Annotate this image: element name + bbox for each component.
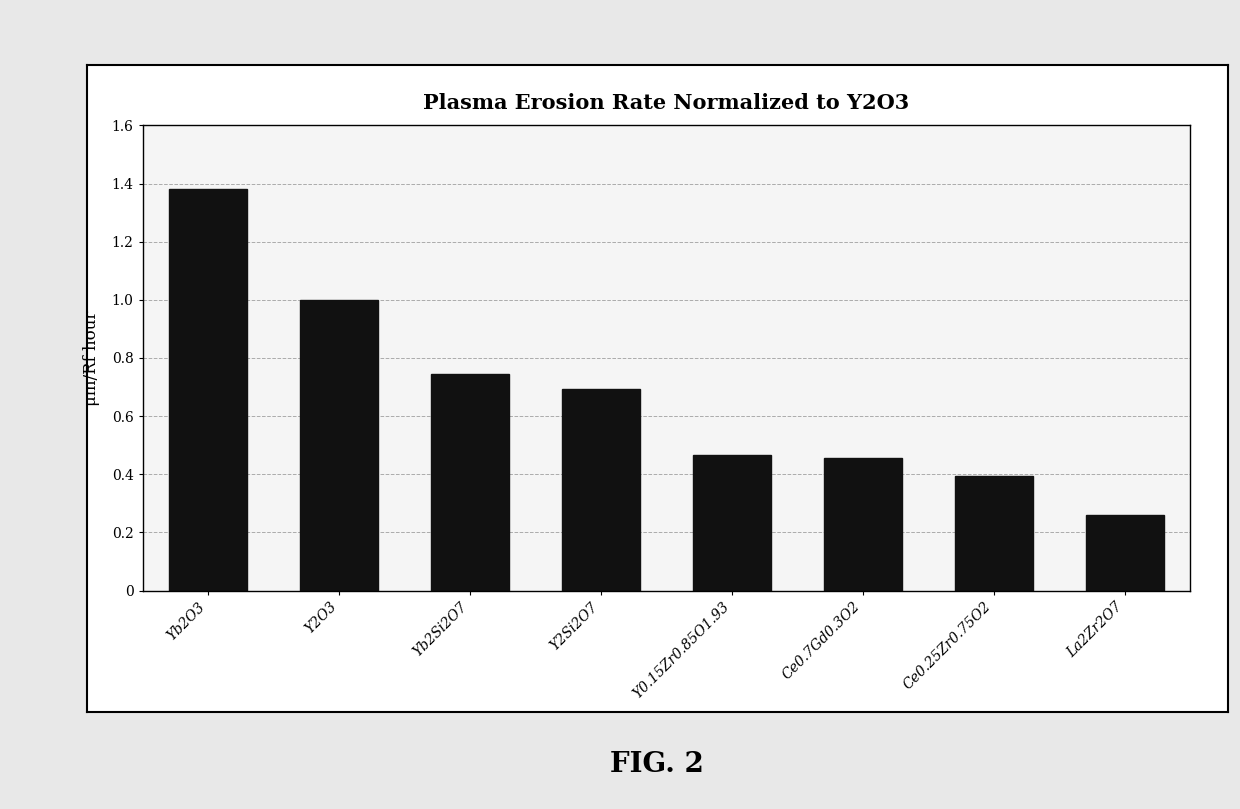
Bar xyxy=(823,458,903,591)
Y-axis label: μm/Rf hour: μm/Rf hour xyxy=(83,311,100,405)
Bar xyxy=(1086,515,1164,591)
Title: Plasma Erosion Rate Normalized to Y2O3: Plasma Erosion Rate Normalized to Y2O3 xyxy=(423,93,910,112)
Bar xyxy=(430,374,510,591)
Bar xyxy=(300,300,378,591)
Text: FIG. 2: FIG. 2 xyxy=(610,751,704,778)
Bar xyxy=(693,455,771,591)
Bar xyxy=(562,388,640,591)
Bar xyxy=(955,476,1033,591)
Bar xyxy=(169,189,247,591)
